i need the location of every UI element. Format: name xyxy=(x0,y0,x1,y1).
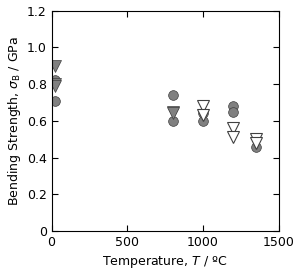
X-axis label: Temperature, $T$ / ºC: Temperature, $T$ / ºC xyxy=(102,254,228,270)
Y-axis label: Bending Strength, $\sigma_{\mathrm{B}}$ / GPa: Bending Strength, $\sigma_{\mathrm{B}}$ … xyxy=(6,36,22,206)
